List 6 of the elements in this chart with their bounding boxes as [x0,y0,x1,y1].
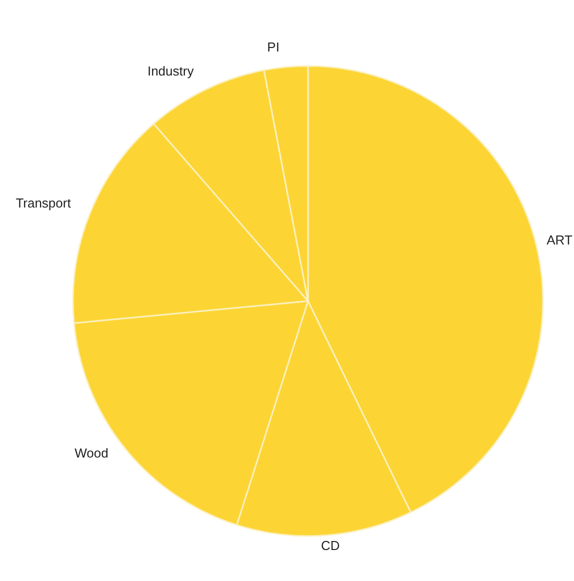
slice-label: PI [267,40,280,55]
slice-label: CD [321,538,340,553]
slice-label: ART [546,232,572,248]
slice-label: Wood [74,445,108,460]
slice-label: Transport [16,196,72,211]
slice-label: Industry [147,64,194,79]
